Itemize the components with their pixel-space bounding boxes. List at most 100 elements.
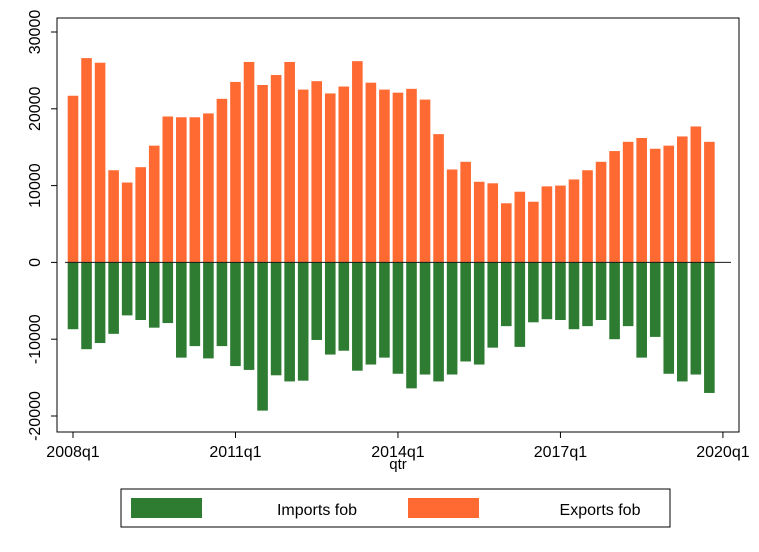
x-tick-label: 2014q1	[371, 444, 424, 461]
bar-exports	[446, 169, 458, 263]
x-tick-label: 2020q1	[696, 444, 749, 461]
bar-exports	[473, 181, 485, 263]
bar-imports	[514, 262, 526, 347]
bar-imports	[284, 262, 295, 382]
bar-imports	[189, 262, 201, 347]
bar-imports	[622, 262, 634, 327]
bar-exports	[500, 203, 512, 263]
bar-imports	[216, 262, 228, 347]
x-tick-label: 2017q1	[534, 444, 587, 461]
bar-imports	[352, 262, 363, 371]
bar-imports	[297, 262, 309, 381]
bar-imports	[148, 262, 160, 328]
bar-imports	[162, 262, 174, 324]
bar-exports	[406, 88, 417, 263]
bar-imports	[257, 262, 268, 411]
bar-imports	[555, 262, 566, 320]
x-axis: 2008q1 2011q1 2014q1 2017q1 2020q1	[46, 432, 750, 461]
bar-imports	[704, 262, 715, 393]
y-axis: -20000 -10000 0 10000 20000 30000	[27, 10, 57, 441]
bar-imports	[203, 262, 214, 359]
bar-imports	[135, 262, 146, 320]
bar-exports	[338, 86, 350, 263]
y-tick-label: -10000	[27, 314, 44, 364]
x-tick-label: 2008q1	[46, 444, 99, 461]
x-axis-title: qtr	[389, 456, 407, 473]
bar-exports	[230, 81, 241, 263]
y-tick-label: 20000	[27, 86, 44, 131]
bar-imports	[528, 262, 539, 323]
bar-imports	[230, 262, 241, 367]
bar-exports	[148, 145, 160, 263]
legend-swatch-exports	[408, 498, 479, 518]
legend: Imports fob Exports fob	[120, 488, 671, 528]
bar-exports	[257, 84, 268, 263]
bar-exports	[94, 62, 106, 263]
bar-exports	[690, 126, 702, 263]
bar-exports	[311, 81, 323, 263]
bar-exports	[514, 191, 526, 263]
bar-imports	[446, 262, 458, 375]
bar-imports	[582, 262, 593, 327]
bar-exports	[555, 185, 566, 263]
bar-imports	[406, 262, 417, 389]
y-tick-label: 0	[27, 258, 44, 267]
bar-exports	[135, 167, 146, 263]
bar-imports	[270, 262, 282, 376]
bar-exports	[582, 170, 593, 263]
bar-imports	[500, 262, 512, 327]
bar-exports	[663, 145, 675, 263]
bar-imports	[460, 262, 471, 362]
bar-exports	[568, 179, 580, 263]
bar-exports	[677, 136, 688, 263]
bar-exports	[216, 98, 228, 263]
bar-imports	[108, 262, 119, 334]
bar-exports	[189, 117, 201, 263]
bar-imports	[609, 262, 620, 340]
x-tick-label: 2011q1	[209, 444, 261, 461]
bar-imports	[690, 262, 702, 375]
bar-imports	[568, 262, 580, 330]
bar-exports	[176, 117, 187, 263]
bar-imports	[121, 262, 133, 316]
y-tick-label: 30000	[27, 10, 44, 55]
bar-imports	[365, 262, 377, 365]
bar-exports	[108, 170, 119, 263]
legend-label-imports: Imports fob	[277, 502, 357, 519]
bar-exports	[81, 58, 92, 263]
legend-label-exports: Exports fob	[560, 502, 641, 519]
bar-exports	[487, 183, 499, 263]
bar-exports	[203, 113, 214, 263]
bar-imports	[67, 262, 79, 330]
bar-imports	[649, 262, 661, 337]
bar-exports	[460, 161, 471, 263]
bar-exports	[284, 61, 295, 263]
bar-imports	[392, 262, 404, 374]
y-tick-label: 10000	[27, 163, 44, 208]
bar-exports	[649, 148, 661, 263]
bar-imports	[243, 262, 255, 370]
bars-group	[67, 58, 715, 411]
bar-exports	[636, 137, 647, 263]
bar-imports	[636, 262, 647, 358]
bar-imports	[338, 262, 350, 351]
bar-exports	[67, 95, 79, 263]
bar-imports	[541, 262, 553, 320]
bar-exports	[352, 61, 363, 263]
bar-imports	[81, 262, 92, 350]
legend-box	[120, 488, 671, 528]
bar-exports	[392, 92, 404, 263]
bar-exports	[419, 99, 431, 263]
bar-imports	[473, 262, 485, 365]
bar-exports	[704, 141, 715, 263]
bar-imports	[176, 262, 187, 358]
bar-exports	[162, 116, 174, 263]
bar-imports	[311, 262, 323, 340]
bar-exports	[541, 186, 553, 263]
bar-imports	[487, 262, 499, 348]
bar-imports	[663, 262, 675, 374]
bar-exports	[243, 61, 255, 263]
bar-exports	[609, 151, 620, 263]
bar-exports	[379, 89, 390, 263]
